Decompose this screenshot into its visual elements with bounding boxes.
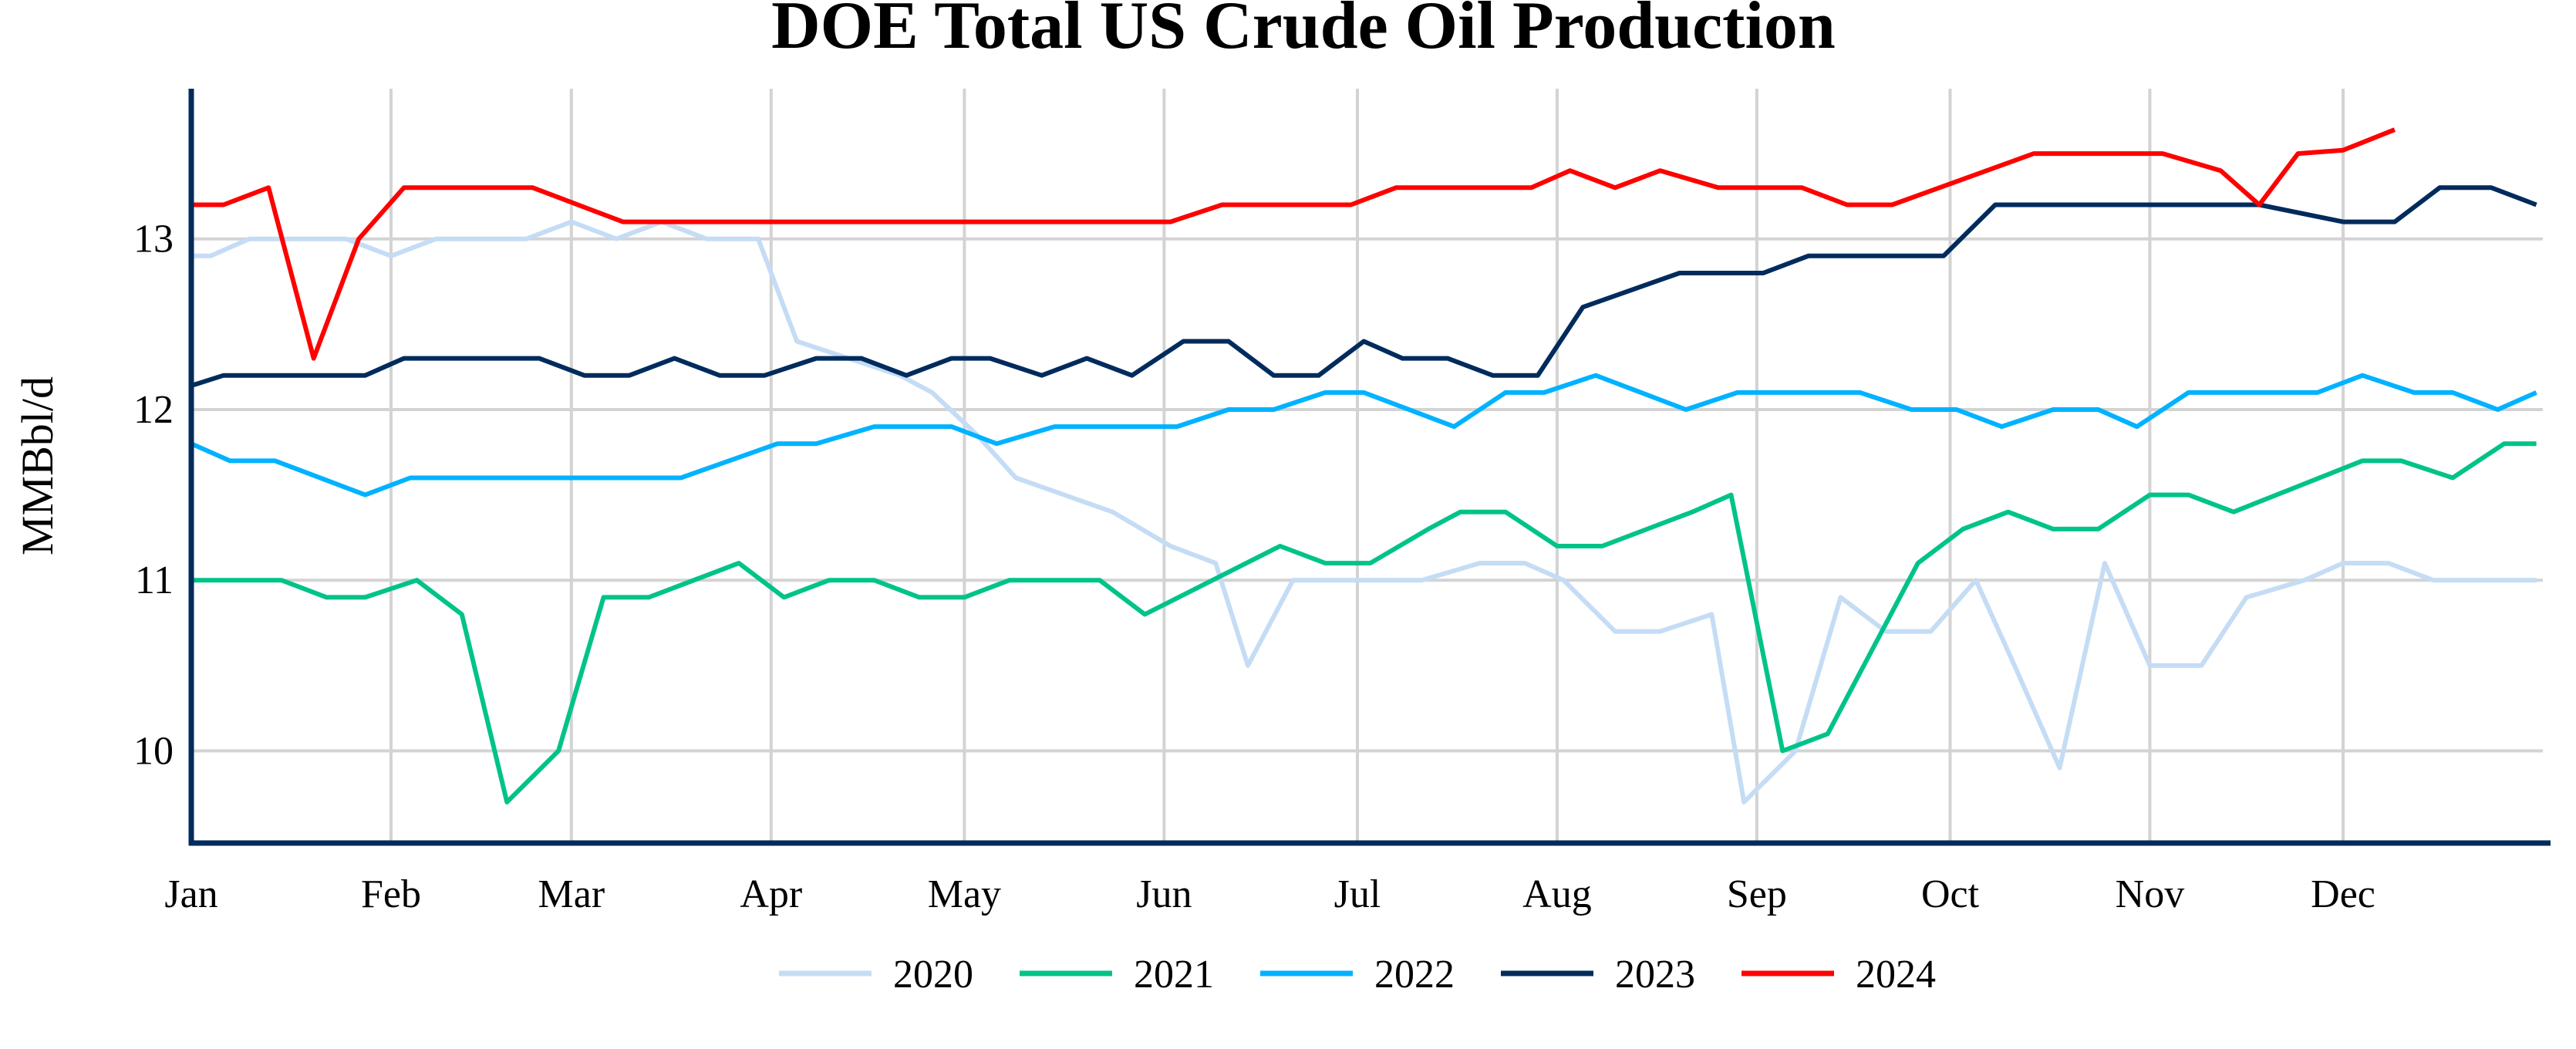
x-tick-label: Sep xyxy=(1727,872,1787,916)
x-tick-label: May xyxy=(928,872,1001,916)
legend-item-2021[interactable]: 2021 xyxy=(1020,953,1214,997)
series-line-2024 xyxy=(191,127,2396,361)
x-tick-label: Oct xyxy=(1921,872,1980,916)
y-tick-label: 13 xyxy=(133,218,174,261)
gridlines xyxy=(191,89,2543,843)
x-tick-label: Jan xyxy=(164,872,217,916)
y-tick-label: 10 xyxy=(133,730,174,774)
legend-item-2023[interactable]: 2023 xyxy=(1501,953,1695,997)
series-lines xyxy=(190,127,2537,804)
y-axis-ticks: 10 11 12 13 xyxy=(133,218,174,774)
y-tick-label: 12 xyxy=(133,388,174,432)
x-tick-label: Jul xyxy=(1334,872,1381,916)
series-line-2022 xyxy=(190,373,2537,498)
x-tick-label: Nov xyxy=(2116,872,2185,916)
legend-item-2022[interactable]: 2022 xyxy=(1260,953,1455,997)
x-tick-label: Feb xyxy=(361,872,421,916)
legend: 2020 2021 2022 2023 2024 xyxy=(779,953,1936,997)
chart-title: DOE Total US Crude Oil Production xyxy=(771,0,1836,63)
x-tick-label: Dec xyxy=(2311,872,2375,916)
series-line-2021 xyxy=(191,441,2537,804)
x-tick-label: Mar xyxy=(538,872,605,916)
legend-label: 2021 xyxy=(1134,953,1214,997)
series-line-2023 xyxy=(191,185,2537,388)
legend-label: 2020 xyxy=(893,953,973,997)
x-axis-ticks: Jan Feb Mar Apr May Jun Jul Aug Sep Oct Nov Dec xyxy=(164,872,2375,916)
legend-item-2020[interactable]: 2020 xyxy=(779,953,973,997)
axes xyxy=(188,89,2551,846)
legend-label: 2022 xyxy=(1374,953,1455,997)
legend-label: 2023 xyxy=(1615,953,1695,997)
legend-label: 2024 xyxy=(1856,953,1936,997)
series-line-2020 xyxy=(191,219,2537,804)
x-tick-label: Jun xyxy=(1136,872,1192,916)
x-tick-label: Aug xyxy=(1522,872,1592,916)
x-tick-label: Apr xyxy=(740,872,802,916)
y-axis-label: MMBbl/d xyxy=(12,376,62,555)
y-tick-label: 11 xyxy=(135,558,174,602)
legend-item-2024[interactable]: 2024 xyxy=(1741,953,1936,997)
